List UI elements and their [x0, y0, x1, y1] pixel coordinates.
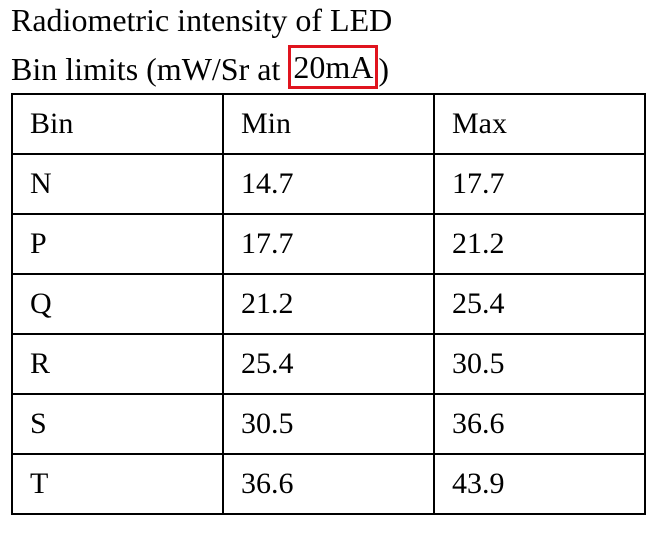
table-row: R 25.4 30.5 — [11, 333, 646, 395]
header-cell: Max — [433, 93, 646, 155]
table-cell: 25.4 — [433, 273, 646, 335]
table-cell: 21.2 — [222, 273, 435, 335]
header-row: Bin Min Max — [11, 93, 646, 155]
header-cell: Bin — [11, 93, 224, 155]
subtitle-text: Bin limits (mW/Sr at — [11, 51, 281, 87]
table-cell: 43.9 — [433, 453, 646, 515]
table-row: Q 21.2 25.4 — [11, 273, 646, 335]
table-row: T 36.6 43.9 — [11, 453, 646, 515]
title: Radiometric intensity of LED — [11, 2, 393, 38]
table-cell: Q — [11, 273, 224, 335]
table-cell: 25.4 — [222, 333, 435, 395]
table-row: N 14.7 17.7 — [11, 153, 646, 215]
table-row: P 17.7 21.2 — [11, 213, 646, 275]
table-cell: 14.7 — [222, 153, 435, 215]
bin-table: Bin Min Max N 14.7 17.7 P 17.7 21.2 Q 21.2 25.4 R 25.… — [11, 93, 646, 515]
header-cell: Min — [222, 93, 435, 155]
table-cell: R — [11, 333, 224, 395]
table-cell: 36.6 — [222, 453, 435, 515]
table-row: S 30.5 36.6 — [11, 393, 646, 455]
table-cell: 36.6 — [433, 393, 646, 455]
table-cell: T — [11, 453, 224, 515]
table-cell: P — [11, 213, 224, 275]
subtitle: Bin limits (mW/Sr at 20mA) — [11, 45, 389, 91]
table-body: Bin Min Max N 14.7 17.7 P 17.7 21.2 Q 21.2 25.4 R 25.… — [11, 93, 646, 515]
table-cell: S — [11, 393, 224, 455]
table-cell: 30.5 — [222, 393, 435, 455]
highlight-box: 20mA — [288, 45, 379, 89]
subtitle-text: ) — [378, 51, 389, 87]
table-cell: 17.7 — [433, 153, 646, 215]
table-cell: 17.7 — [222, 213, 435, 275]
table-cell: 30.5 — [433, 333, 646, 395]
table-cell: N — [11, 153, 224, 215]
table-cell: 21.2 — [433, 213, 646, 275]
